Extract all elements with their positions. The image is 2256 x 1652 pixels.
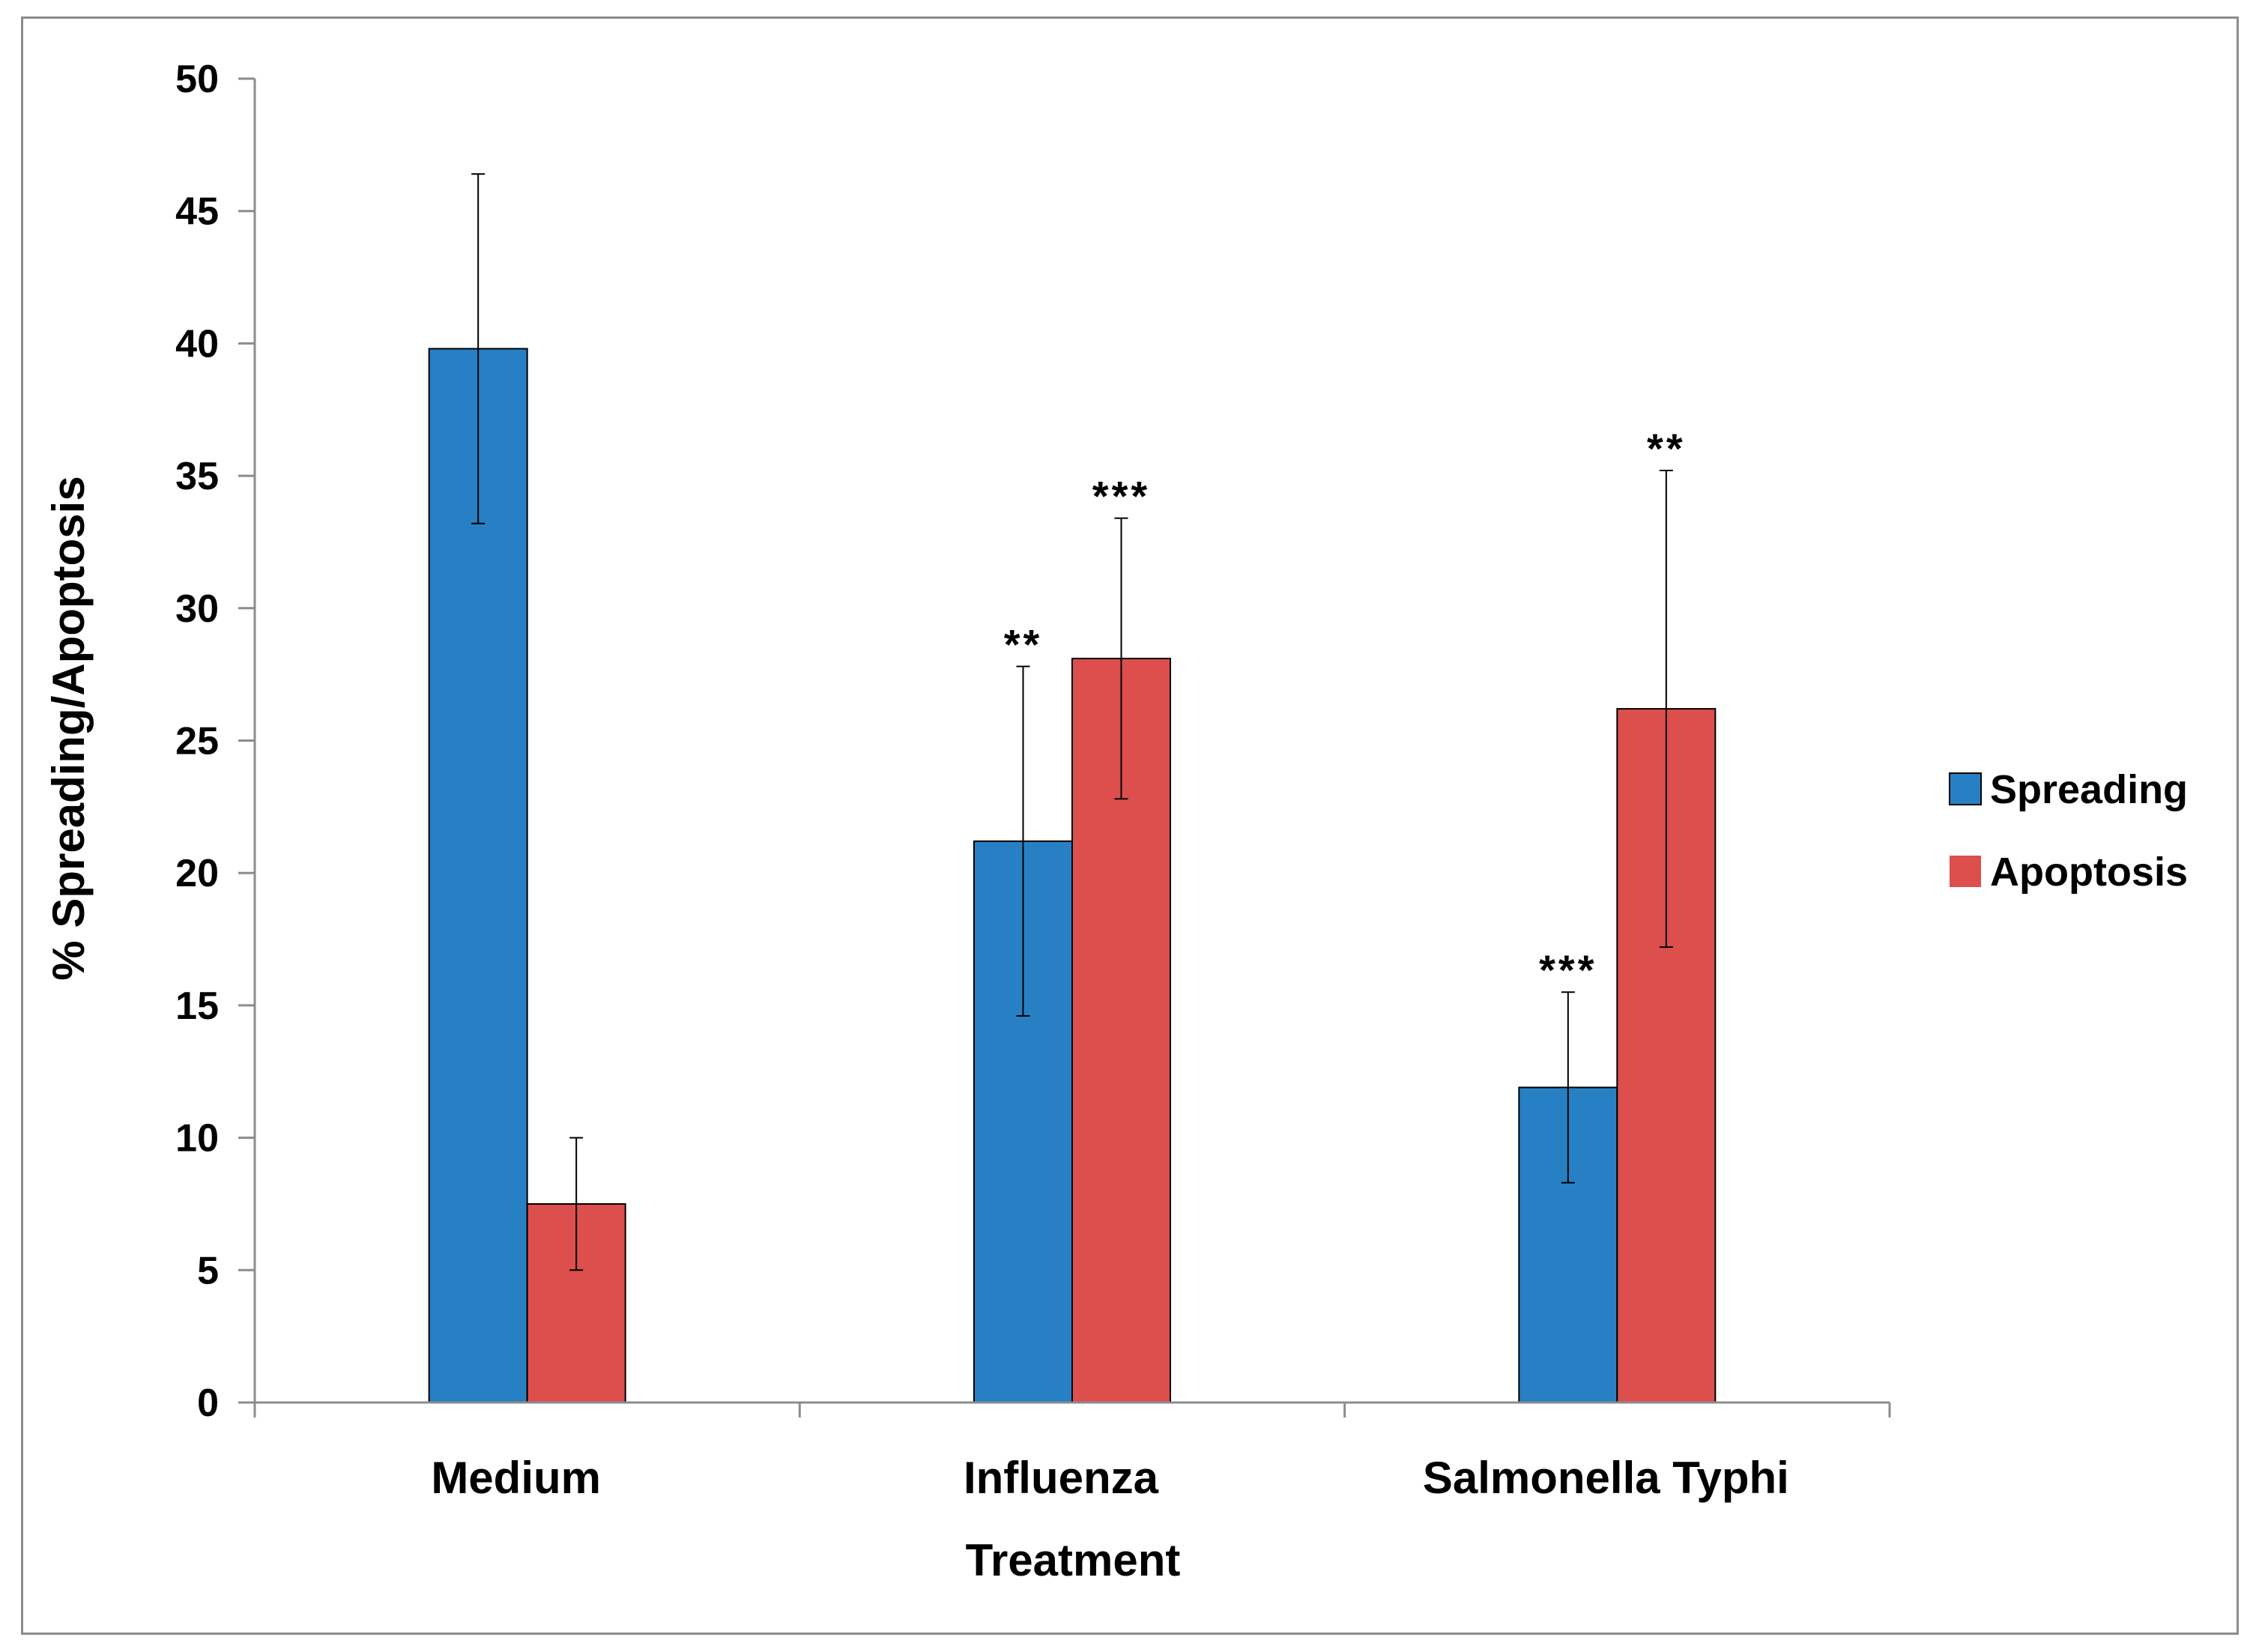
y-tick-label: 50	[175, 58, 219, 101]
category-labels: Medium Influenza Salmonella Typhi	[431, 1453, 1789, 1503]
significance-label: **	[1647, 425, 1686, 472]
x-axis-ticks	[253, 1403, 1891, 1417]
y-tick-label: 20	[175, 852, 219, 895]
legend-label-spreading: Spreading	[1990, 767, 2188, 812]
category-label: Medium	[431, 1453, 601, 1503]
significance-marks: **********	[1004, 425, 1686, 993]
y-tick-label: 35	[175, 455, 219, 498]
category-label: Influenza	[964, 1453, 1159, 1503]
significance-label: ***	[1092, 473, 1150, 520]
significance-label: **	[1004, 621, 1043, 668]
significance-label: ***	[1539, 946, 1597, 993]
bar-spreading-medium	[428, 348, 528, 1403]
y-tick-label: 0	[197, 1382, 219, 1425]
legend-swatch-spreading	[1949, 772, 1982, 805]
legend-label-apoptosis: Apoptosis	[1990, 850, 2188, 895]
x-axis-title: Treatment	[966, 1535, 1181, 1585]
legend: Spreading Apoptosis	[1949, 767, 2188, 895]
y-tick-label: 10	[175, 1117, 219, 1161]
y-axis-title: % Spreading/Apoptosis	[43, 476, 94, 980]
y-tick-label: 45	[175, 190, 219, 234]
y-tick-label: 15	[175, 984, 219, 1028]
category-label: Salmonella Typhi	[1423, 1453, 1789, 1503]
error-bars	[471, 173, 1673, 1271]
y-tick-label: 5	[197, 1249, 219, 1292]
legend-swatch-apoptosis	[1950, 856, 1981, 887]
y-tick-label: 30	[175, 587, 219, 631]
y-axis-ticks: 0 5 10 15 20 25 30 35 40 45 50	[175, 58, 255, 1425]
y-tick-label: 25	[175, 720, 219, 763]
bars	[428, 348, 1717, 1403]
y-tick-label: 40	[175, 322, 219, 366]
